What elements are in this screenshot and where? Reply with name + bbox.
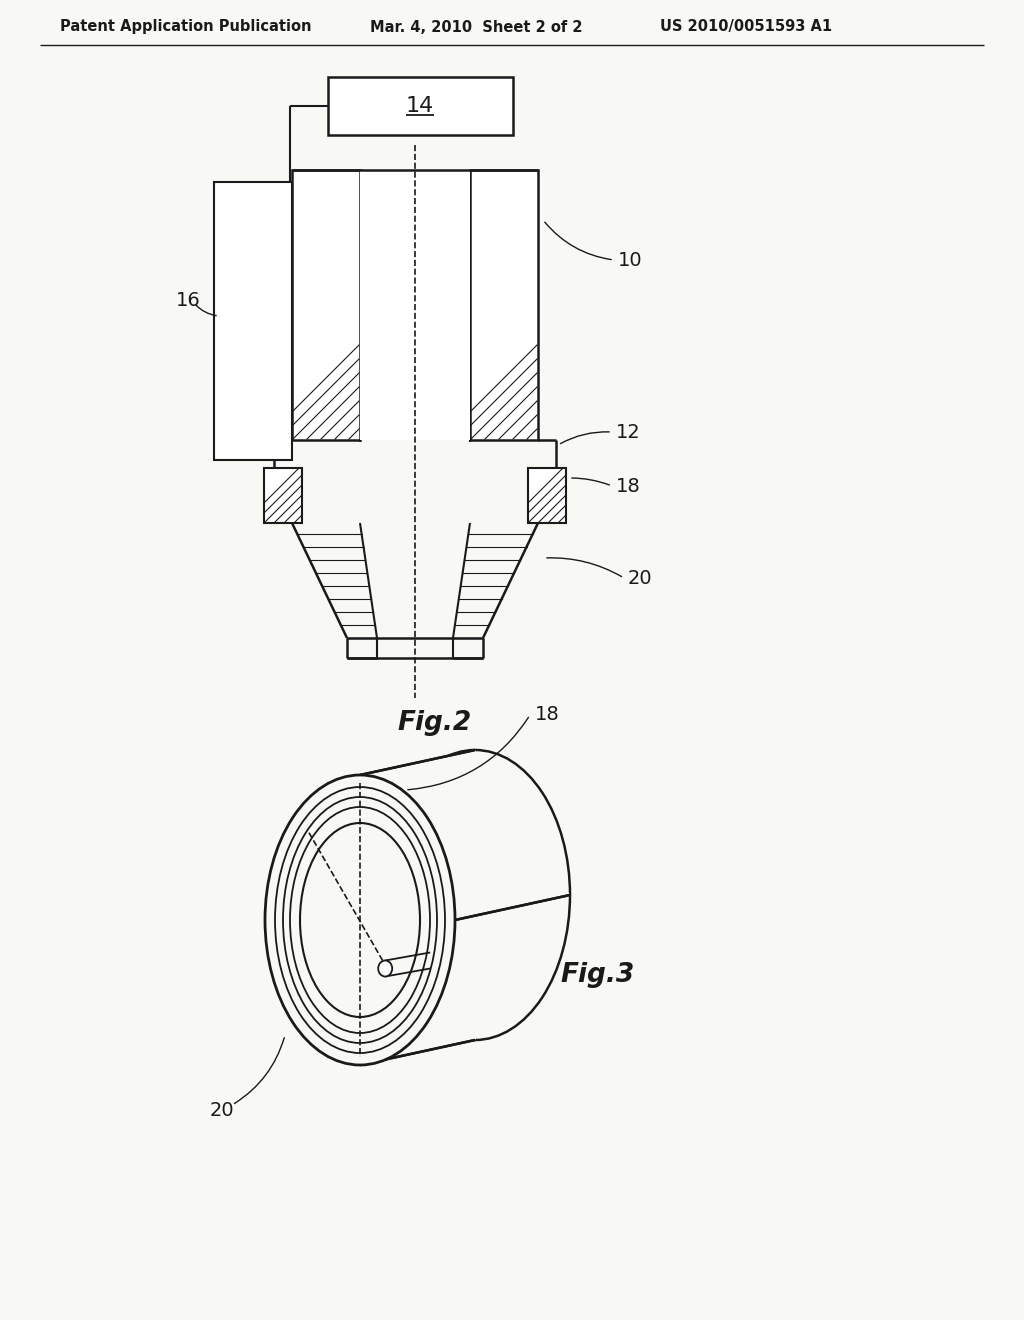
Bar (214, 182, 292, 459)
Text: Fig.3: Fig.3 (560, 962, 634, 987)
Bar (470, 170, 538, 440)
Bar (360, 170, 470, 440)
Ellipse shape (378, 961, 392, 977)
Text: US 2010/0051593 A1: US 2010/0051593 A1 (660, 20, 833, 34)
Ellipse shape (300, 822, 420, 1016)
Text: 14: 14 (406, 96, 434, 116)
Text: Fig.2: Fig.2 (398, 710, 472, 737)
Text: Mar. 4, 2010  Sheet 2 of 2: Mar. 4, 2010 Sheet 2 of 2 (370, 20, 583, 34)
Ellipse shape (265, 775, 455, 1065)
Bar (292, 170, 360, 440)
Text: Patent Application Publication: Patent Application Publication (60, 20, 311, 34)
Text: 16: 16 (176, 292, 201, 310)
Bar (328, 77, 512, 135)
Text: 10: 10 (618, 251, 643, 269)
Ellipse shape (380, 750, 570, 1040)
Bar (264, 469, 302, 523)
Bar (528, 469, 566, 523)
Text: 20: 20 (628, 569, 652, 587)
Text: 18: 18 (535, 705, 560, 725)
Text: 20: 20 (210, 1101, 234, 1119)
Text: 18: 18 (616, 477, 641, 495)
Polygon shape (360, 750, 570, 1065)
Text: 12: 12 (616, 422, 641, 441)
